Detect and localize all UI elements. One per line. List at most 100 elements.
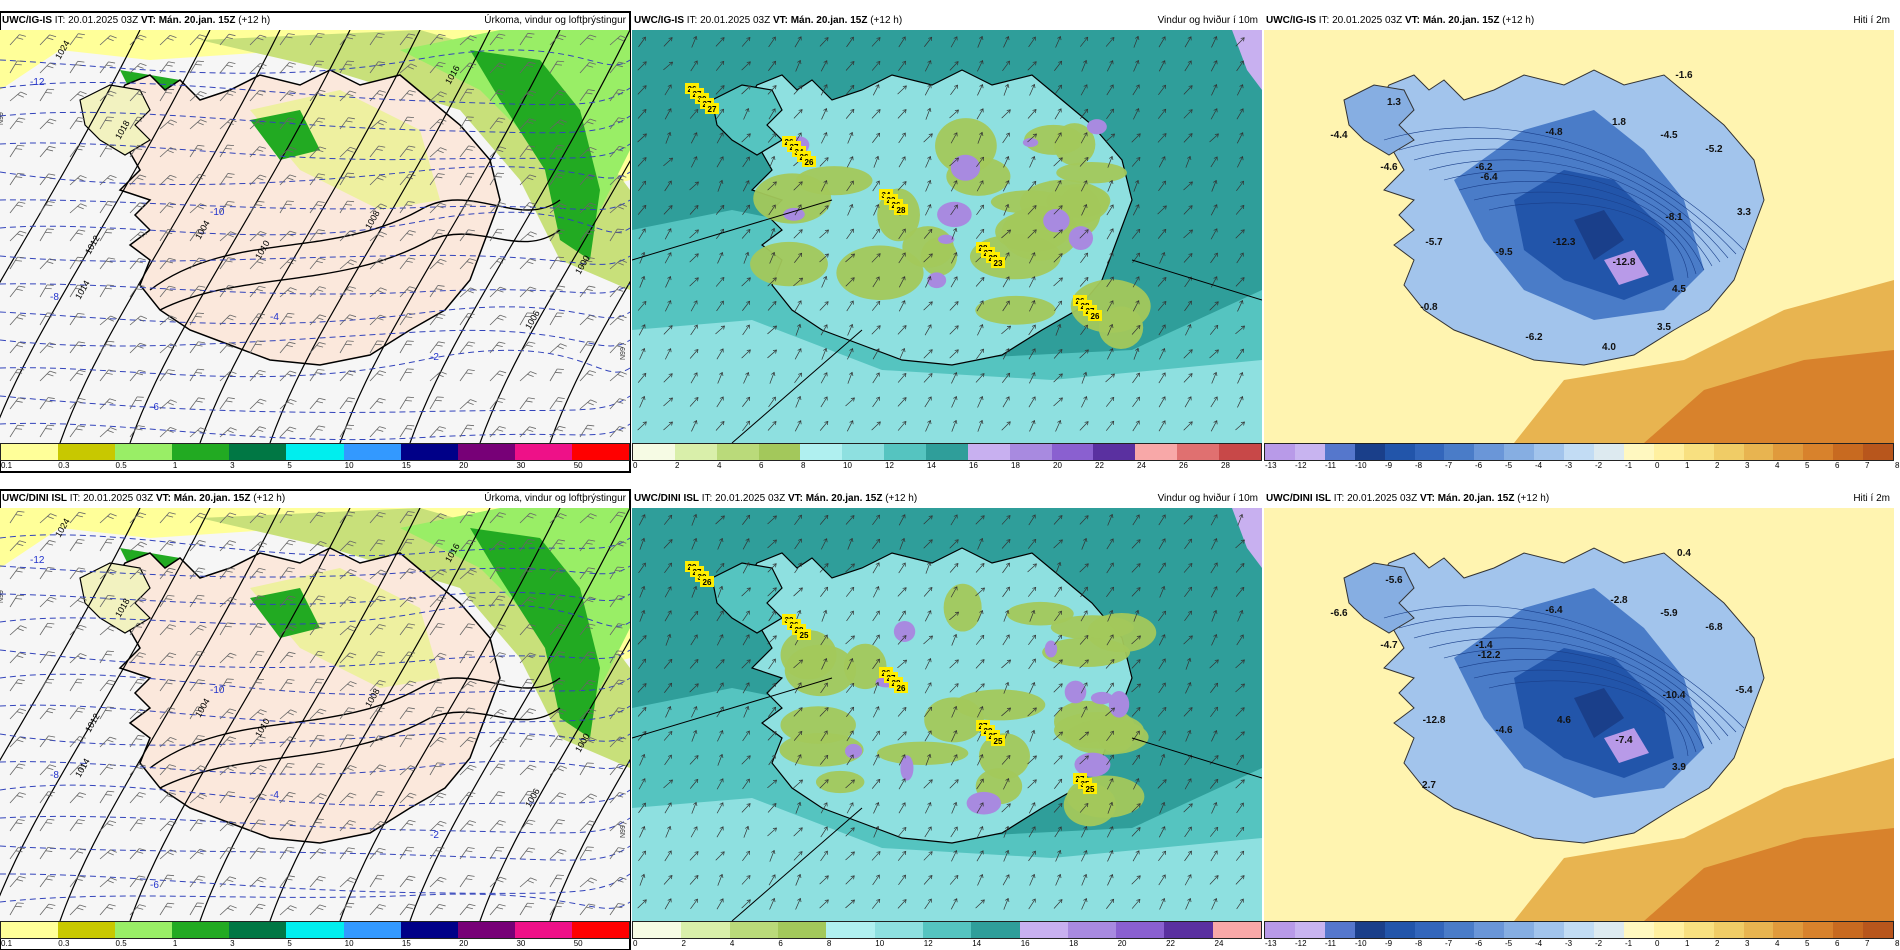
legend-tick-label: 3 xyxy=(1745,461,1750,470)
wind-arrow xyxy=(1236,754,1244,766)
wind-barb xyxy=(9,424,25,438)
wind-barb xyxy=(69,425,85,438)
wind-speed-area xyxy=(1064,680,1087,704)
wind-arrow xyxy=(846,754,854,766)
legend-tick-label: 10 xyxy=(344,461,354,470)
wind-barb xyxy=(219,791,235,804)
wind-arrow xyxy=(1158,682,1166,694)
init-time: IT: 20.01.2025 03Z xyxy=(67,493,156,504)
wind-arrow xyxy=(1055,35,1062,48)
wind-barb xyxy=(609,511,626,524)
wind-arrow xyxy=(1028,802,1036,814)
legend-swatch xyxy=(1324,922,1355,938)
wind-barb xyxy=(519,202,536,214)
wind-barb xyxy=(159,902,175,916)
wind-barb xyxy=(279,791,296,804)
wind-barb xyxy=(399,765,417,776)
wind-barb xyxy=(609,763,626,776)
valid-time: VT: Mán. 20.jan. 15Z xyxy=(787,493,883,504)
wind-barb xyxy=(39,875,55,888)
wind-arrow xyxy=(1003,825,1010,838)
wind-barb xyxy=(429,396,444,410)
wind-arrow xyxy=(639,251,646,264)
wind-arrow xyxy=(1028,658,1036,670)
legend-swatch xyxy=(1803,444,1834,460)
wind-barb xyxy=(459,341,476,354)
wind-arrow xyxy=(665,348,672,360)
wind-barb xyxy=(429,371,447,382)
wind-arrow xyxy=(665,825,672,838)
wind-barb xyxy=(9,847,25,860)
wind-arrow xyxy=(820,730,828,742)
wind-arrow xyxy=(691,729,698,742)
wind-barb xyxy=(39,370,57,382)
wind-barb xyxy=(249,369,266,382)
wind-arrow xyxy=(1236,850,1245,861)
legend-tick-label: -8 xyxy=(1415,461,1423,470)
wind-barb xyxy=(399,90,416,102)
wind-arrow xyxy=(924,730,932,742)
lead-time: (+12 h) xyxy=(235,15,271,26)
wind-barb xyxy=(489,624,506,636)
wind-arrow xyxy=(820,682,828,694)
wind-arrow xyxy=(872,84,880,96)
wind-barb xyxy=(219,736,237,748)
wind-arrow xyxy=(1133,609,1140,622)
wind-arrow xyxy=(977,395,984,408)
wind-arrow xyxy=(975,373,985,383)
wind-arrow xyxy=(1132,300,1140,312)
wind-speed-area xyxy=(1006,601,1074,626)
wind-barb xyxy=(99,90,117,102)
wind-barb xyxy=(279,426,297,438)
wind-arrow xyxy=(1133,347,1140,360)
wind-arrow xyxy=(871,421,881,431)
wind-speed-area xyxy=(783,207,805,221)
wind-arrow xyxy=(1131,325,1141,335)
wind-barb xyxy=(519,847,536,860)
legend-tick-label: 8 xyxy=(1895,461,1900,470)
wind-arrow xyxy=(950,898,958,910)
wind-barb xyxy=(69,229,86,242)
wind-barb xyxy=(39,596,57,608)
wind-arrow xyxy=(976,348,984,360)
legend-tick-label: 3 xyxy=(230,461,235,470)
wind-barb xyxy=(159,34,177,46)
isobar-line xyxy=(0,30,141,284)
wind-barb xyxy=(249,63,267,74)
wind-barb xyxy=(309,257,326,270)
wind-arrow xyxy=(769,371,776,384)
wind-arrow xyxy=(975,659,985,669)
wind-barb xyxy=(159,874,175,888)
precip-area xyxy=(250,110,320,160)
wind-barb xyxy=(489,708,507,720)
legend-swatch xyxy=(286,444,344,460)
wind-barb xyxy=(129,285,145,298)
wind-arrow xyxy=(1002,874,1010,886)
legend-tick-label: 8 xyxy=(801,461,806,470)
legend-swatch xyxy=(1294,444,1325,460)
wind-arrow xyxy=(845,779,855,789)
wind-barb xyxy=(9,230,27,242)
wind-arrow xyxy=(794,348,802,360)
wind-arrow xyxy=(950,84,958,96)
temperature-value: -0.8 xyxy=(1420,302,1438,313)
legend-tick-label: 0 xyxy=(633,939,638,948)
wind-speed-area xyxy=(753,173,832,224)
wind-arrow xyxy=(715,659,725,669)
wind-arrow xyxy=(1158,156,1166,168)
isobar-line xyxy=(549,758,630,921)
wind-arrow xyxy=(975,277,985,287)
wind-arrow xyxy=(897,587,907,597)
temperature-contour xyxy=(1473,191,1697,275)
temperature-value: 3.9 xyxy=(1672,762,1686,773)
wind-barb xyxy=(579,513,597,524)
wind-arrow xyxy=(1158,610,1166,622)
temperature-contour xyxy=(0,732,630,746)
legend-swatch xyxy=(1743,444,1774,460)
gust-value: 25 xyxy=(1086,785,1095,794)
wind-speed-area xyxy=(1090,691,1113,705)
legend-swatch xyxy=(58,922,116,938)
wind-barb xyxy=(429,762,444,776)
wind-arrow xyxy=(663,61,674,71)
wind-speed-area xyxy=(780,706,856,744)
